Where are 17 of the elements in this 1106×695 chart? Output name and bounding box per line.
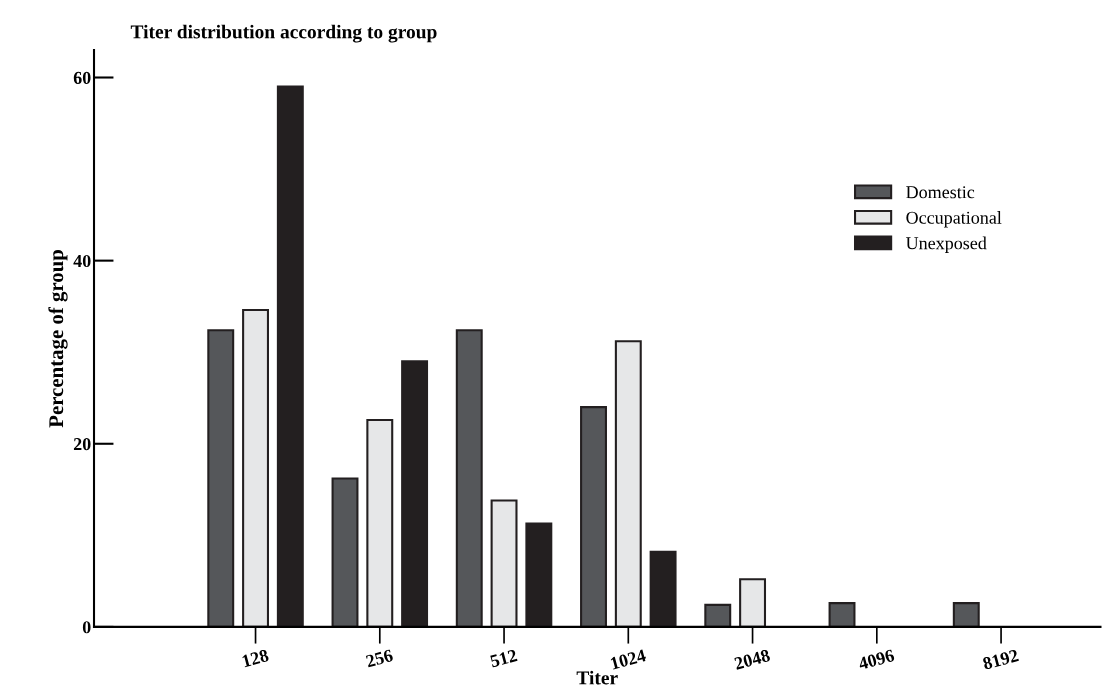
legend-label: Domestic (906, 186, 975, 199)
y-tick-label: 60 (73, 71, 91, 84)
x-tick-label: 256 (365, 649, 394, 668)
chart-title: Titer distribution according to group (130, 24, 437, 43)
x-tick-label: 2048 (733, 649, 771, 670)
legend-label: Occupational (906, 211, 1002, 228)
y-tick-label: 40 (73, 254, 91, 268)
x-tick-label: 1024 (610, 649, 647, 670)
y-axis-title: Percentage of group (48, 250, 68, 428)
x-axis-title: Titer (576, 670, 618, 685)
x-tick-label: 512 (489, 649, 518, 668)
legend-label: Unexposed (905, 236, 987, 253)
x-tick-label: 8192 (982, 649, 1019, 670)
y-tick-label: 0 (82, 621, 91, 634)
x-tick-label: 128 (241, 649, 270, 668)
y-tick-label: 20 (73, 438, 91, 451)
x-tick-label: 4096 (857, 649, 895, 670)
